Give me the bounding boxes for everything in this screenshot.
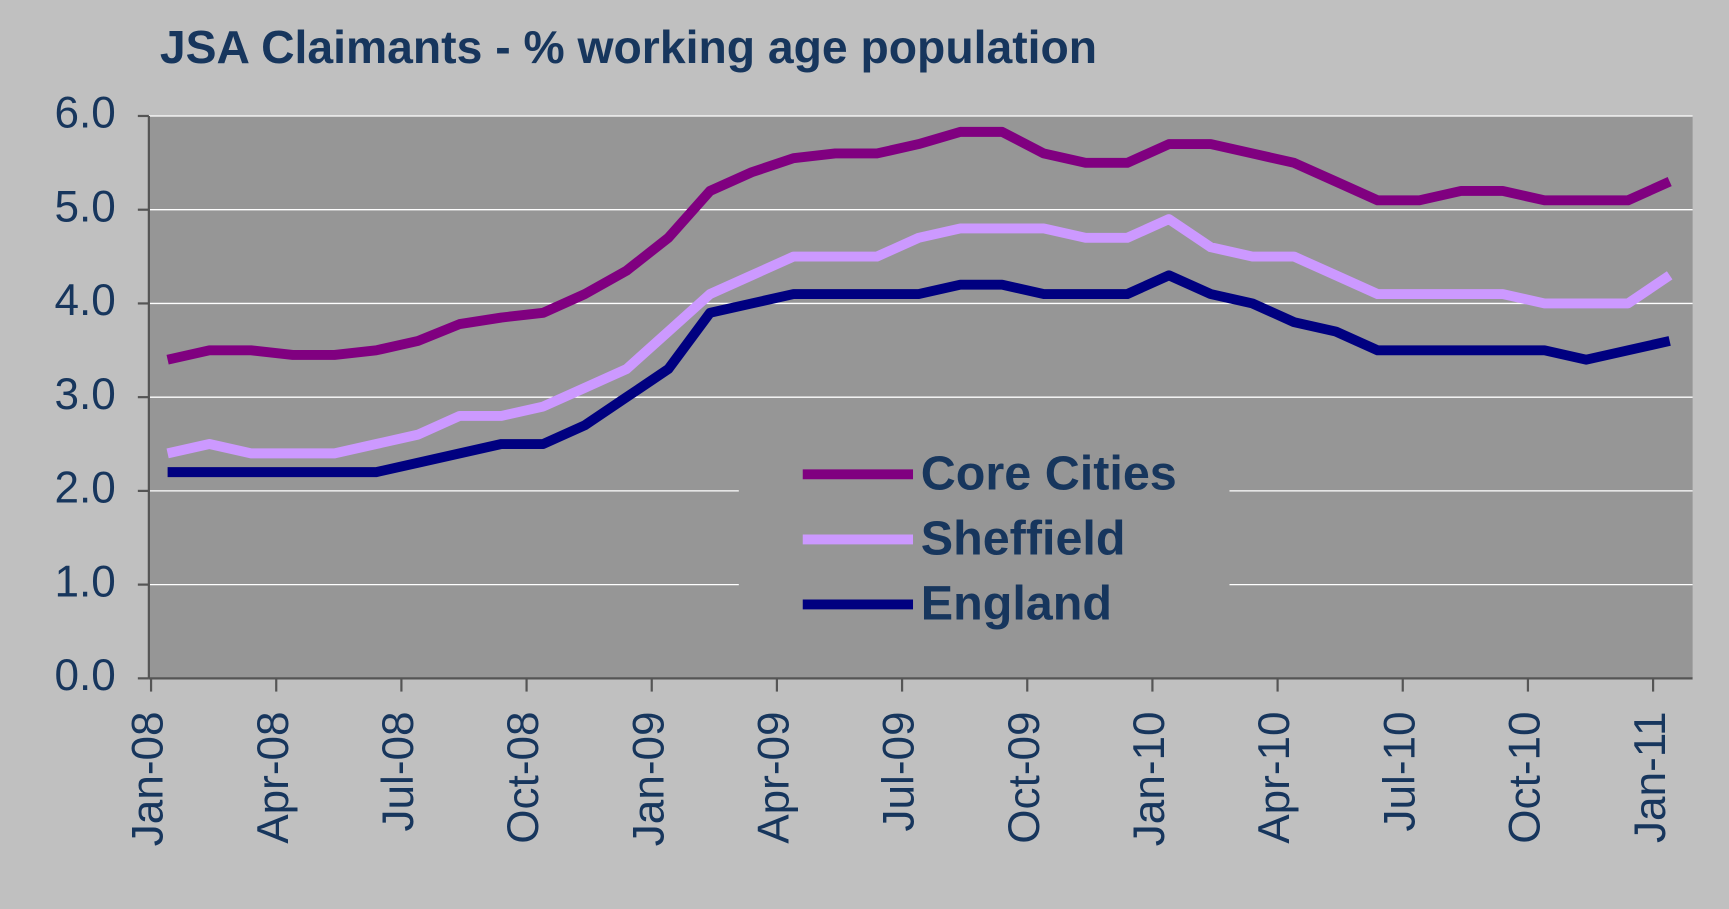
y-tick-label: 3.0 [54,370,115,419]
x-tick-label: Jan-11 [1626,711,1675,843]
lines [166,126,1673,478]
x-tick-label: Apr-08 [249,711,298,843]
x-tick-label: Apr-09 [750,711,799,843]
legend: Core Cities Sheffield England [738,441,1230,635]
y-tick-label: 0.0 [54,651,115,700]
x-tick-label: Oct-08 [499,711,548,843]
x-tick-label: Jul-09 [875,711,924,831]
x-tick-label: Jan-10 [1125,711,1174,846]
x-tick-label: Apr-10 [1250,711,1299,843]
series-line [166,214,1673,459]
legend-label: Sheffield [921,511,1126,565]
x-tick-label: Jul-08 [374,711,423,831]
series-line [166,126,1672,365]
y-tick-label: 2.0 [54,464,115,513]
x-tick-label: Oct-09 [1000,711,1049,843]
x-tick-label: Jan-08 [124,711,173,846]
legend-label: England [921,576,1112,630]
x-tick-label: Oct-10 [1501,711,1550,843]
y-tick-label: 1.0 [54,557,115,606]
grid: 0.0 1.0 2.0 3.0 4.0 5.0 6.0 Jan-08 Apr-08 Jul-08 O… [54,89,1693,846]
x-tick-label: Jul-10 [1375,711,1424,831]
y-tick-label: 4.0 [54,276,115,325]
chart-title: JSA Claimants - % working age population [160,21,1097,73]
y-tick-label: 6.0 [54,89,115,138]
y-tick-label: 5.0 [54,182,115,231]
x-tick-label: Jan-09 [624,711,673,846]
series-line [167,270,1671,478]
legend-label: Core Cities [921,446,1177,500]
